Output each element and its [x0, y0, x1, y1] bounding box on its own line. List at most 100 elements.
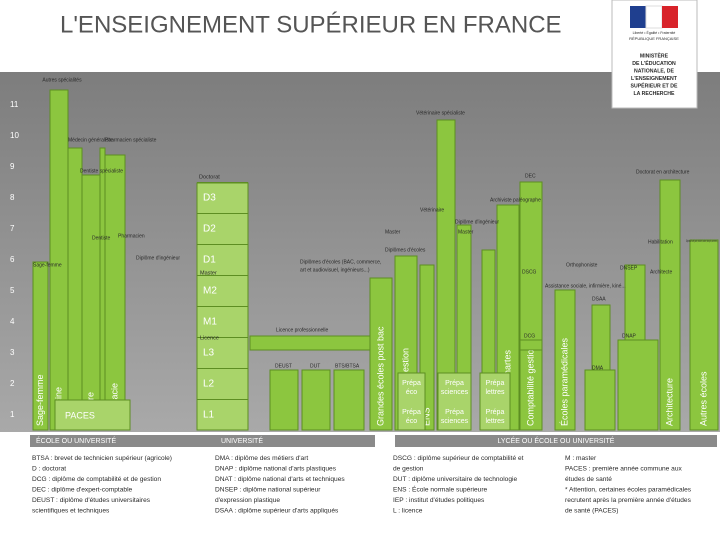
track-label: Architecture	[664, 378, 674, 426]
degree-label: DSAA	[592, 296, 606, 302]
year-label: 2	[10, 379, 15, 388]
prepa-label-2: éco	[406, 418, 417, 425]
track-bar	[519, 181, 543, 431]
level-title: Doctorat	[199, 174, 220, 180]
glossary-entry: DMA : diplôme des métiers d'art	[215, 455, 308, 462]
section-band	[30, 435, 215, 447]
year-label: 7	[10, 224, 15, 233]
glossary-entry: * Attention, certaines écoles paramédica…	[565, 486, 692, 493]
glossary-entry: DCG : diplôme de comptabilité et de gest…	[32, 476, 161, 483]
glossary-entry: recrutent après la première année d'étud…	[565, 497, 692, 504]
degree-label: DUT	[310, 363, 320, 369]
bar	[67, 147, 83, 431]
degree-label: Dentiste	[92, 235, 111, 241]
flag-red	[662, 6, 678, 28]
dnap-bar	[617, 339, 659, 431]
prepa-label: Prépa	[402, 380, 421, 387]
level-label: M1	[203, 317, 217, 328]
bar	[99, 147, 106, 431]
glossary-entry: DEUST : diplôme d'études universitaires	[32, 497, 151, 504]
prepa-label-2: Prépa	[402, 409, 421, 416]
year-label: 9	[10, 162, 15, 171]
glossary-entry: études de santé	[565, 476, 612, 483]
level-label: D1	[203, 255, 216, 266]
degree-label: DSCG	[522, 269, 537, 275]
prepa-label: Prépa	[486, 380, 505, 387]
degree-label: PACES	[65, 410, 95, 420]
ministry-line: LA RECHERCHE	[633, 91, 675, 97]
short-bar	[333, 369, 365, 431]
track-label: Autres écoles	[698, 371, 708, 426]
ministry-line: L'ENSEIGNEMENT	[631, 76, 678, 82]
glossary-entry: DUT : diplôme universitaire de technolog…	[393, 476, 517, 483]
degree-label: Doctorat en architecture	[636, 169, 690, 175]
short-bar	[301, 369, 331, 431]
degree-label: DCG	[524, 333, 535, 339]
section-label: UNIVERSITÉ	[221, 436, 263, 445]
section-band	[215, 435, 375, 447]
track-label: Sage-femme	[35, 374, 45, 426]
glossary-entry: PACES : première année commune aux	[565, 465, 682, 472]
year-label: 6	[10, 255, 15, 264]
prepa-label: Prépa	[445, 380, 464, 387]
track-bar	[689, 239, 719, 431]
glossary-entry: DNSEP : diplôme national supérieur	[215, 486, 321, 493]
prepa-box	[397, 372, 426, 431]
degree-label: Médecin généraliste	[68, 137, 113, 143]
dma-bar	[584, 369, 616, 431]
degree-label: Pharmacien	[118, 233, 145, 239]
track-label: Comptabilité gestion	[525, 344, 535, 426]
glossary-entry: DSAA : diplôme supérieur d'arts appliqué…	[215, 507, 339, 514]
level-label: L2	[203, 379, 215, 390]
degree-label: Assistance sociale, infirmière, kiné...	[545, 283, 626, 289]
track-bar	[659, 179, 681, 431]
degree-label: Diplôme d'ingénieur	[136, 255, 180, 261]
track-bar	[369, 277, 393, 431]
year-label: 1	[10, 410, 15, 419]
degree-label: Vétérinaire	[420, 207, 444, 213]
glossary-entry: IEP : institut d'études politiques	[393, 497, 485, 504]
prepa-label: éco	[406, 389, 417, 396]
degree-label: DEUST	[275, 363, 292, 369]
motto: Liberté • Égalité • Fraternité	[633, 30, 676, 35]
degree-label: Diplômes d'écoles	[385, 247, 426, 253]
glossary-entry: de santé (PACES)	[565, 507, 618, 514]
year-label: 10	[10, 131, 19, 140]
year-label: 3	[10, 348, 15, 357]
glossary-entry: DEC : diplôme d'expert-comptable	[32, 486, 133, 493]
paces-box	[54, 399, 131, 431]
glossary-entry: L : licence	[393, 507, 423, 514]
track-bar	[49, 89, 69, 431]
level-label: D2	[203, 224, 216, 235]
degree-label: Diplôme d'ingénieur	[455, 219, 499, 225]
section-band	[395, 435, 717, 447]
flag-white	[645, 5, 663, 29]
prepa-label-2: sciences	[441, 418, 469, 425]
degree-label: Habilitation	[648, 239, 673, 245]
ministry-line: SUPÉRIEUR ET DE	[631, 81, 679, 89]
level-label: L3	[203, 348, 215, 359]
year-label: 8	[10, 193, 15, 202]
track-bar	[554, 289, 576, 431]
level-label: D3	[203, 193, 216, 204]
glossary-entry: DNAT : diplôme national d'arts et techni…	[215, 476, 345, 483]
level-label: L1	[203, 410, 215, 421]
flag-blue	[630, 6, 646, 28]
glossary-entry: scientifiques et techniques	[32, 507, 110, 514]
ministry-line: DE L'ÉDUCATION	[632, 59, 676, 67]
licence-pro-bar	[249, 335, 371, 351]
republic: RÉPUBLIQUE FRANÇAISE	[629, 36, 679, 41]
ministry-line: MINISTÈRE	[640, 51, 669, 59]
ministry-line: NATIONALE, DE	[634, 68, 675, 74]
track-bar	[81, 174, 101, 431]
degree-label: Licence professionnelle	[276, 327, 328, 333]
prepa-label-2: Prépa	[486, 409, 505, 416]
track-label: Grandes écoles post bac	[375, 326, 385, 426]
degree-label: art et audiovisuel, ingénieurs...)	[300, 267, 370, 273]
degree-label: Vétérinaire spécialiste	[416, 110, 465, 116]
degree-label: Orthophoniste	[566, 262, 598, 268]
glossary-entry: M : master	[565, 455, 597, 462]
prepa-label: sciences	[441, 389, 469, 396]
level-label: M2	[203, 286, 217, 297]
